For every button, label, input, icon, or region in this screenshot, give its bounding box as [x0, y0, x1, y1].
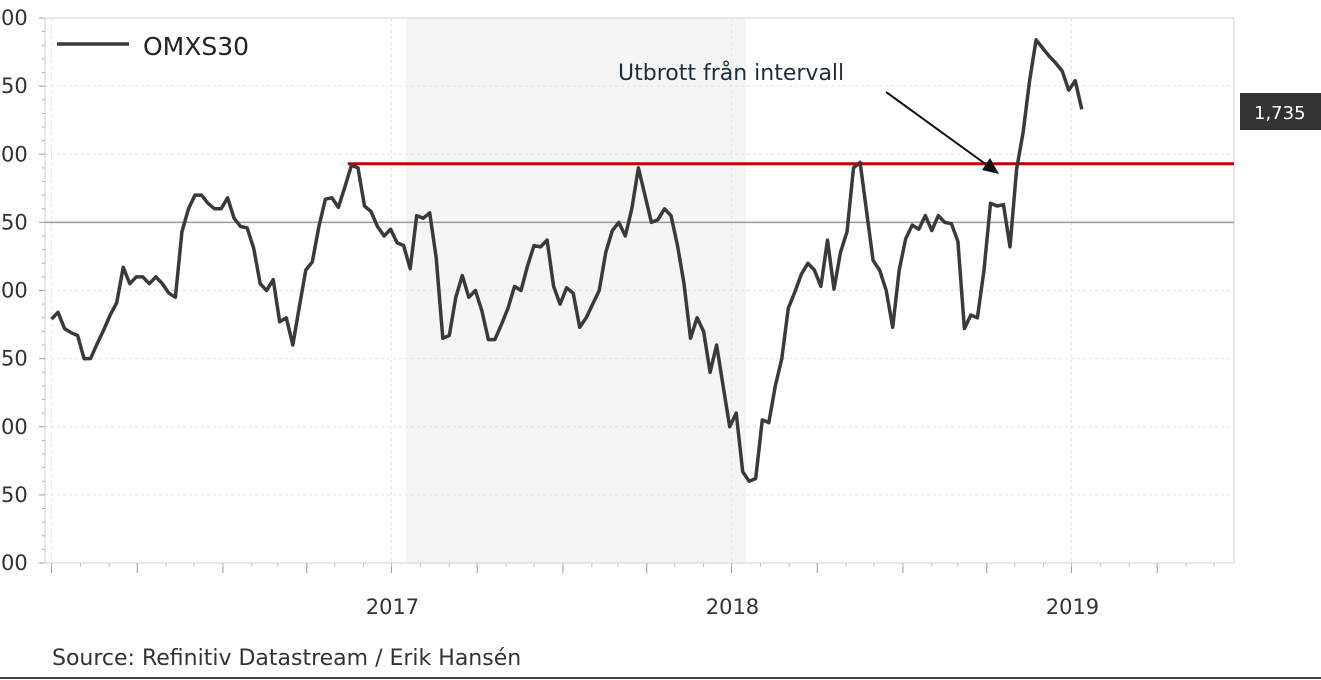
- y-tick-label: 50: [1, 74, 28, 98]
- x-tick-label: 2017: [366, 595, 419, 619]
- y-tick-label: 50: [1, 483, 28, 507]
- x-tick-labels: 2017 2018 2019: [366, 595, 1099, 619]
- y-tick-label: 50: [1, 210, 28, 234]
- last-value-text: 1,735: [1254, 103, 1306, 124]
- last-value-badge: 1,735: [1240, 93, 1321, 130]
- annotation-arrowhead: [982, 158, 999, 174]
- y-tick-label: 00: [1, 142, 28, 166]
- annotation-arrow: [885, 91, 992, 169]
- source-text: Source: Refinitiv Datastream / Erik Hans…: [52, 646, 521, 671]
- legend: OMXS30: [57, 32, 249, 61]
- y-tick-labels: 00 50 00 50 00 50 00 50 00: [1, 6, 28, 575]
- axis-ticks: [39, 17, 1215, 573]
- y-tick-label: 50: [1, 347, 28, 371]
- annotation-text: Utbrott från intervall: [618, 60, 844, 86]
- x-tick-label: 2018: [706, 595, 759, 619]
- last-value-badge-bg: [1240, 93, 1321, 130]
- y-tick-label: 00: [1, 551, 28, 575]
- y-tick-label: 00: [1, 279, 28, 303]
- legend-label: OMXS30: [143, 32, 249, 61]
- x-tick-label: 2019: [1046, 595, 1099, 619]
- series-line-omxs30: [50, 38, 1084, 484]
- y-tick-label: 00: [1, 6, 28, 30]
- annotation: Utbrott från intervall: [618, 60, 999, 174]
- y-tick-label: 00: [1, 415, 28, 439]
